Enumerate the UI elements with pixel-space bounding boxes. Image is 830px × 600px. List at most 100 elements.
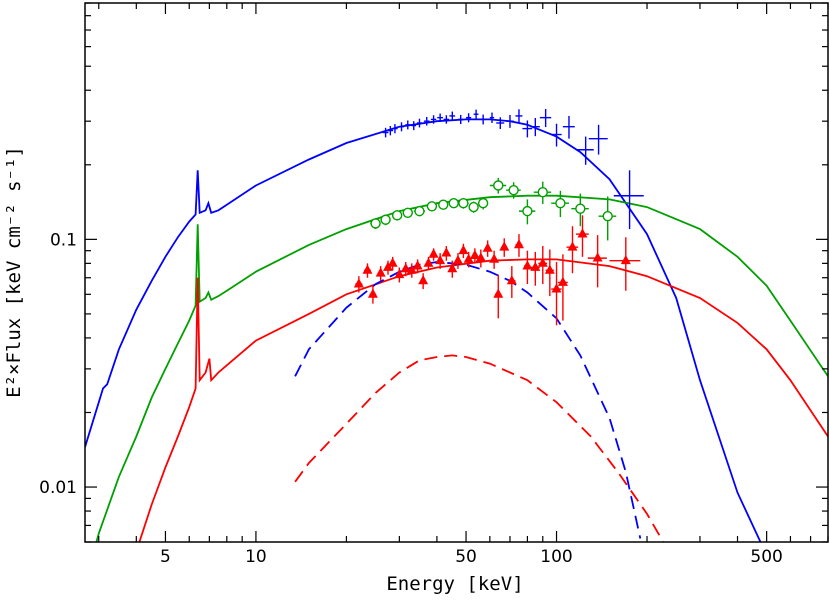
data-point-7-24: [499, 238, 510, 257]
triangle-marker: [428, 248, 439, 258]
data-point-7-16: [452, 253, 463, 269]
data-point-7-32: [557, 254, 568, 321]
x-tick-label: 10: [245, 547, 267, 567]
data-point-6-2: [391, 210, 403, 221]
data-point-6-8: [457, 197, 469, 209]
axis-ticks: [85, 2, 829, 543]
circle-marker: [602, 211, 613, 222]
triangle-marker: [551, 283, 562, 293]
triangle-marker: [458, 244, 469, 255]
x-tick-label: 500: [750, 547, 782, 567]
data-point-5-25: [577, 136, 594, 165]
data-point-5-1: [387, 125, 394, 136]
data-point-5-10: [443, 115, 450, 124]
data-point-6-17: [598, 196, 617, 241]
data-point-5-12: [457, 114, 464, 125]
circle-marker: [537, 187, 548, 198]
circle-marker: [402, 207, 413, 219]
data-point-7-30: [544, 249, 555, 297]
data-point-6-4: [413, 205, 425, 217]
data-point-5-0: [382, 127, 389, 138]
data-point-7-6: [394, 267, 405, 283]
circle-marker: [414, 205, 425, 217]
data-point-6-16: [571, 193, 589, 227]
data-point-7-10: [418, 273, 429, 290]
data-point-5-26: [588, 124, 608, 155]
triangle-marker: [387, 257, 398, 267]
data-point-6-9: [468, 201, 479, 213]
data-point-5-4: [405, 120, 411, 130]
data-point-5-3: [398, 122, 405, 132]
data-point-5-27: [613, 170, 644, 230]
triangle-marker: [475, 252, 486, 262]
component-curve-4: [294, 354, 665, 542]
data-point-5-17: [496, 117, 505, 129]
triangle-marker: [537, 257, 548, 267]
data-point-7-15: [447, 260, 458, 278]
data-point-7-27: [522, 250, 533, 285]
data-point-7-13: [435, 253, 446, 269]
data-point-7-35: [587, 235, 607, 288]
chart-marks: [85, 108, 828, 542]
data-point-5-20: [522, 120, 533, 138]
data-point-5-5: [411, 121, 417, 131]
data-point-6-0: [370, 217, 381, 230]
data-point-6-1: [380, 214, 391, 226]
triangle-marker: [447, 263, 458, 273]
data-point-7-28: [530, 251, 541, 286]
data-point-5-23: [551, 123, 562, 147]
data-point-7-36: [609, 237, 641, 291]
data-point-7-21: [482, 240, 493, 257]
triangle-marker: [375, 267, 386, 277]
triangle-marker: [499, 241, 510, 251]
triangle-marker: [353, 278, 364, 288]
circle-marker: [370, 218, 381, 229]
data-point-5-19: [515, 109, 523, 123]
model-curve-0: [85, 118, 762, 542]
triangle-marker: [557, 276, 568, 286]
x-axis-title: Energy [keV]: [386, 573, 523, 595]
data-point-7-23: [493, 274, 504, 319]
data-point-5-22: [539, 108, 552, 128]
data-point-5-21: [530, 117, 540, 137]
circle-marker: [448, 197, 459, 209]
circle-marker: [468, 201, 479, 213]
data-point-5-6: [416, 118, 423, 128]
data-point-5-7: [423, 116, 430, 126]
data-point-7-20: [475, 249, 486, 268]
component-curve-3: [294, 261, 642, 539]
triangle-marker: [435, 254, 446, 265]
data-point-7-0: [353, 276, 364, 293]
data-point-5-24: [562, 115, 575, 139]
data-point-7-5: [387, 256, 398, 271]
x-tick-label: 5: [160, 547, 171, 567]
data-point-7-12: [428, 248, 439, 261]
data-point-6-6: [438, 199, 449, 210]
data-point-6-15: [551, 190, 569, 218]
triangle-marker: [412, 260, 423, 270]
triangle-marker: [367, 288, 378, 298]
data-point-7-3: [375, 266, 386, 281]
data-point-7-31: [551, 262, 562, 326]
data-point-6-12: [506, 182, 521, 199]
data-point-7-33: [566, 226, 579, 274]
x-tick-label: 100: [540, 547, 572, 567]
data-point-7-7: [400, 262, 411, 277]
circle-marker: [493, 180, 504, 191]
circle-marker: [575, 203, 586, 214]
triangle-marker: [493, 288, 504, 298]
data-point-5-2: [392, 124, 398, 134]
data-point-7-2: [367, 285, 378, 304]
data-point-7-1: [362, 263, 373, 278]
triangle-marker: [567, 241, 578, 251]
triangle-marker: [400, 263, 411, 273]
triangle-marker: [441, 247, 452, 257]
data-point-6-3: [402, 207, 413, 219]
triangle-marker: [592, 252, 603, 262]
data-point-5-16: [489, 112, 495, 123]
data-point-7-29: [537, 246, 548, 285]
circle-marker: [555, 197, 566, 209]
data-point-7-34: [575, 215, 589, 257]
circle-marker: [391, 210, 403, 221]
data-point-7-9: [412, 259, 423, 274]
